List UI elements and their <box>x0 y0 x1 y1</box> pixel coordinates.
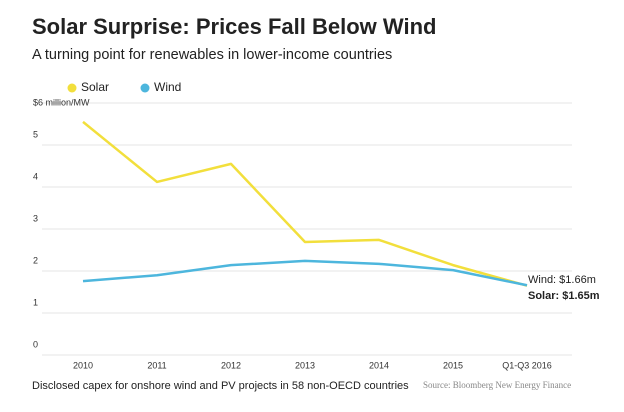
line-series <box>82 120 528 287</box>
legend-swatch <box>140 83 150 93</box>
y-tick-label: $6 million/MW <box>33 97 90 107</box>
y-tick-label: 2 <box>33 255 38 265</box>
x-tick-label: 2010 <box>73 360 93 370</box>
annotation: Solar: $1.65m <box>528 290 600 302</box>
x-tick-label: 2012 <box>221 360 241 370</box>
source: Source: Bloomberg New Energy Finance <box>423 380 571 390</box>
y-tick-label: 4 <box>33 171 38 181</box>
y-tick-label: 0 <box>33 339 38 349</box>
y-tick-label: 1 <box>33 297 38 307</box>
chart-title: Solar Surprise: Prices Fall Below Wind <box>32 14 436 39</box>
x-tick-label: 2014 <box>369 360 389 370</box>
note: Disclosed capex for onshore wind and PV … <box>32 380 409 392</box>
annotation: Wind: $1.66m <box>528 274 596 286</box>
x-tick-label: 2011 <box>147 360 166 370</box>
legend-swatch <box>67 83 77 93</box>
chart-subtitle: A turning point for renewables in lower-… <box>32 47 392 63</box>
y-tick-label: 3 <box>33 213 38 223</box>
line-series <box>82 259 528 287</box>
x-tick-label: 2013 <box>295 360 315 370</box>
x-tick-label: Q1-Q3 2016 <box>502 360 552 370</box>
y-tick-label: 5 <box>33 129 38 139</box>
legend-label: Solar <box>81 80 109 94</box>
legend-label: Wind <box>154 80 181 94</box>
x-tick-label: 2015 <box>443 360 463 370</box>
